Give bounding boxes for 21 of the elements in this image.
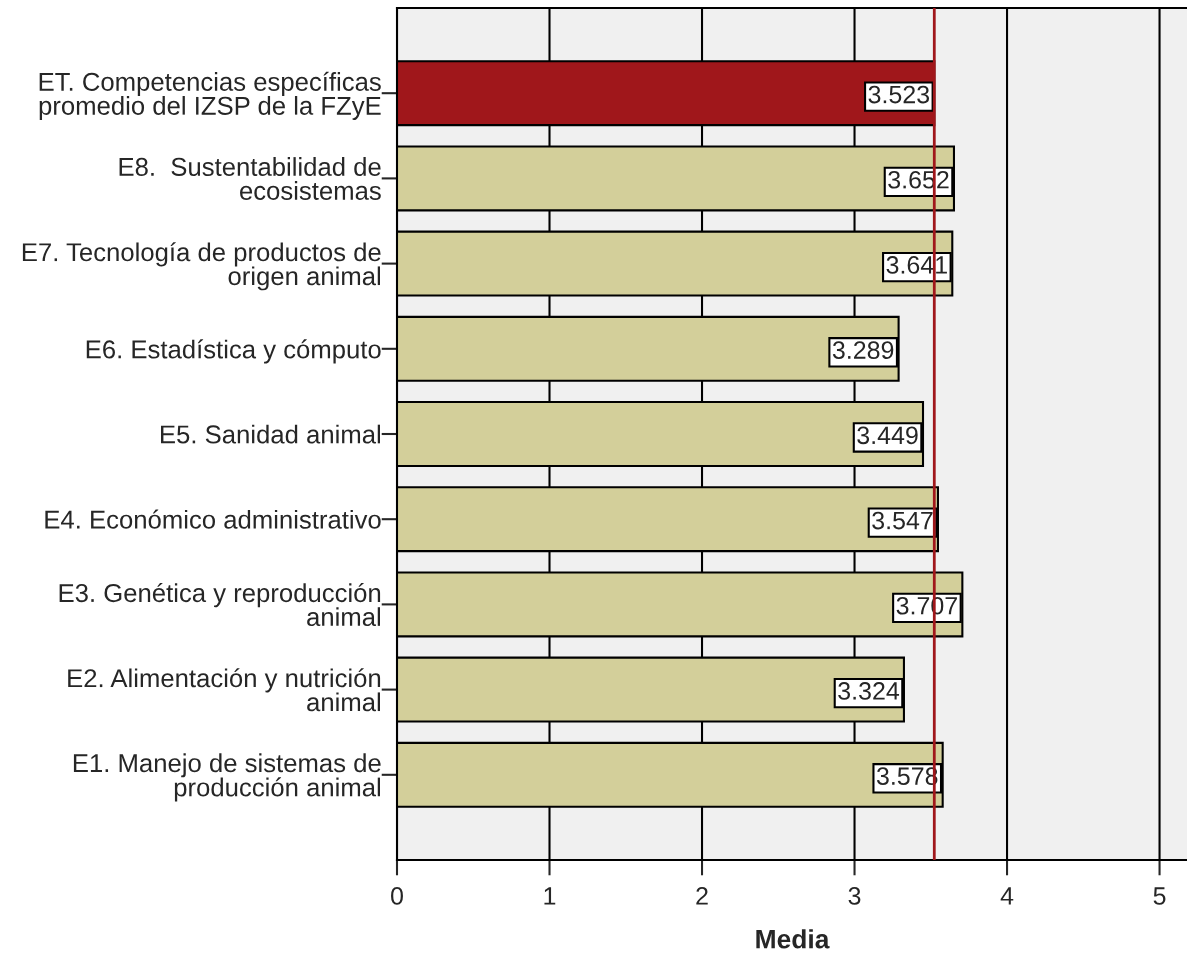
y-tick-label: ET. Competencias específicas promedio del IZSP de la FZyE — [39, 71, 381, 120]
x-axis-title: Media — [756, 929, 830, 949]
x-tick-label: 2 — [696, 887, 708, 905]
y-tick-label: E1. Manejo de sistemas de producción animal — [73, 753, 381, 802]
y-tick-label: E8. Sustentabilidad de ecosistemas — [119, 157, 381, 200]
x-tick-label: 3 — [848, 887, 861, 905]
data-label: 3.449 — [857, 426, 918, 445]
data-label: 3.324 — [838, 682, 900, 700]
y-tick-label: E2. Alimentación y nutrición animal — [68, 668, 381, 712]
y-tick-label: E5. Sanidad animal — [161, 424, 381, 444]
y-tick-label: E7. Tecnología de productos de origen animal — [22, 242, 381, 291]
y-tick-label: E3. Genética y reproducción animal — [59, 582, 381, 627]
x-tick-label: 1 — [544, 887, 556, 905]
y-tick-label: E6. Estadística y cómputo — [86, 339, 381, 364]
x-tick-label: 5 — [1153, 887, 1166, 905]
y-tick-label: E4. Económico administrativo — [45, 509, 381, 529]
x-tick-label: 0 — [391, 887, 403, 905]
data-label: 3.523 — [868, 85, 930, 104]
data-label: 3.289 — [832, 341, 894, 359]
data-label: 3.547 — [872, 511, 933, 530]
x-tick-label: 4 — [1000, 887, 1014, 905]
